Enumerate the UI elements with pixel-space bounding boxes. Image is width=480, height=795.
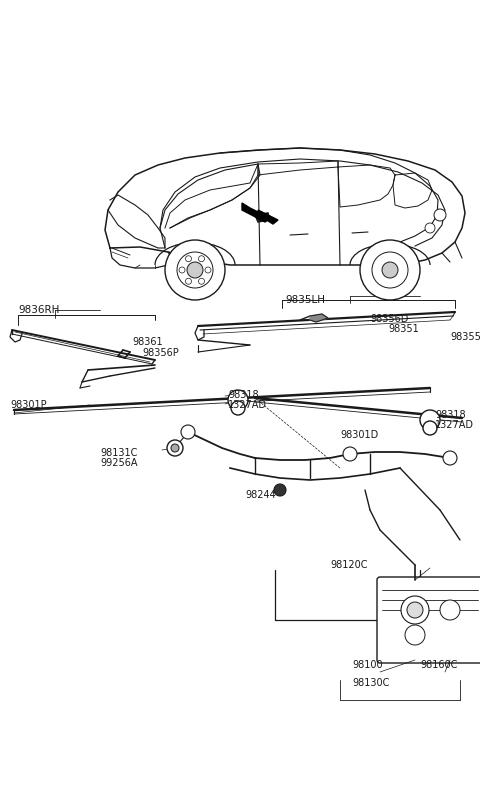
Circle shape [343,447,357,461]
Circle shape [407,602,423,618]
Circle shape [185,278,192,285]
Circle shape [228,390,248,410]
Polygon shape [255,213,270,222]
Circle shape [443,451,457,465]
Circle shape [177,252,213,288]
Circle shape [274,484,286,496]
Text: 98361: 98361 [132,337,163,347]
Text: 98318: 98318 [435,410,466,420]
Circle shape [199,278,204,285]
Circle shape [199,256,204,262]
Circle shape [360,240,420,300]
Circle shape [372,252,408,288]
Text: 98356D: 98356D [370,314,408,324]
Circle shape [440,600,460,620]
Text: 99256A: 99256A [100,458,137,468]
Circle shape [401,596,429,624]
Circle shape [185,256,192,262]
Circle shape [425,223,435,233]
Polygon shape [242,203,270,222]
Circle shape [405,625,425,645]
Polygon shape [258,210,278,224]
FancyBboxPatch shape [377,577,480,663]
Text: 9835LH: 9835LH [285,295,325,305]
Polygon shape [310,314,328,322]
Circle shape [434,209,446,221]
Text: 98355: 98355 [450,332,480,342]
Text: 98130C: 98130C [352,678,389,688]
Circle shape [171,444,179,452]
Circle shape [382,262,398,278]
Text: 98301P: 98301P [10,400,47,410]
Text: 9836RH: 9836RH [18,305,60,315]
Circle shape [187,262,203,278]
Text: 1327AD: 1327AD [228,400,267,410]
Text: 98244: 98244 [245,490,276,500]
Circle shape [165,240,225,300]
Circle shape [231,401,245,415]
Circle shape [167,440,183,456]
Text: 98356P: 98356P [142,348,179,358]
Circle shape [205,267,211,273]
Circle shape [179,267,185,273]
Text: 98301D: 98301D [340,430,378,440]
Text: 98318: 98318 [228,390,259,400]
Text: 98100: 98100 [352,660,383,670]
Circle shape [423,421,437,435]
Circle shape [181,425,195,439]
Text: 1327AD: 1327AD [435,420,474,430]
Text: 98120C: 98120C [330,560,368,570]
Text: 98131C: 98131C [100,448,137,458]
Circle shape [420,410,440,430]
Text: 98351: 98351 [388,324,419,334]
Text: 98160C: 98160C [420,660,457,670]
